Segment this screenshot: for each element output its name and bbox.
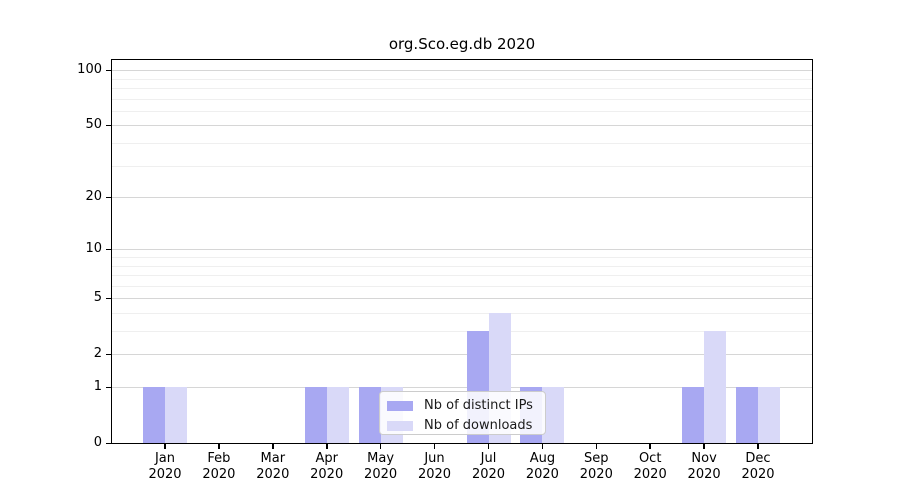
bar-aug-downloads xyxy=(542,387,565,443)
plot-area xyxy=(111,59,813,444)
x-tick-label-aug: Aug 2020 xyxy=(525,451,559,482)
gridline-minor-60 xyxy=(112,110,812,112)
y-tick-label-20: 20 xyxy=(85,189,102,204)
gridline-minor-30 xyxy=(112,165,812,167)
bar-may-distinct-ips xyxy=(358,387,381,443)
y-tick-label-50: 50 xyxy=(85,117,102,133)
gridline-major-50 xyxy=(112,125,812,127)
bar-apr-downloads xyxy=(326,387,349,443)
gridline-major-1 xyxy=(112,387,812,388)
y-tick-mark-0 xyxy=(106,442,112,444)
y-tick-mark-10 xyxy=(106,248,112,251)
x-tick-mark-dec xyxy=(757,443,759,449)
gridline-minor-90 xyxy=(112,78,812,80)
x-tick-mark-aug xyxy=(541,443,544,449)
legend: Nb of distinct IPs Nb of downloads xyxy=(379,391,546,435)
bar-apr-distinct-ips xyxy=(304,387,327,443)
x-tick-label-mar: Mar 2020 xyxy=(256,451,290,482)
x-tick-label-may: May 2020 xyxy=(364,451,398,482)
gridline-minor-80 xyxy=(112,88,812,89)
bar-nov-downloads xyxy=(704,331,727,443)
x-tick-label-jun: Jun 2020 xyxy=(417,451,452,482)
gridline-major-10 xyxy=(112,249,812,251)
bar-jan-downloads xyxy=(165,387,187,443)
y-tick-label-1: 1 xyxy=(93,379,102,394)
gridline-minor-6 xyxy=(112,285,812,287)
gridline-minor-70 xyxy=(112,98,812,100)
x-tick-label-jul: Jul 2020 xyxy=(471,451,506,482)
x-tick-label-dec: Dec 2020 xyxy=(741,451,775,482)
x-tick-label-nov: Nov 2020 xyxy=(687,451,721,482)
bar-nov-distinct-ips xyxy=(682,387,705,443)
x-tick-label-sep: Sep 2020 xyxy=(579,451,613,482)
legend-swatch-downloads xyxy=(387,420,413,431)
y-tick-mark-5 xyxy=(106,297,112,300)
y-tick-mark-50 xyxy=(106,124,112,127)
x-tick-mark-jul xyxy=(487,443,490,449)
x-tick-label-oct: Oct 2020 xyxy=(633,451,667,482)
gridline-major-2 xyxy=(112,354,812,356)
y-tick-label-5: 5 xyxy=(93,290,102,306)
legend-label-distinct-ips: Nb of distinct IPs xyxy=(424,398,533,413)
x-tick-mark-may xyxy=(379,443,382,449)
gridline-minor-9 xyxy=(112,257,812,258)
gridline-minor-7 xyxy=(112,275,812,276)
y-tick-label-2: 2 xyxy=(93,346,102,362)
chart-title: org.Sco.eg.db 2020 xyxy=(388,35,536,53)
gridline-major-100 xyxy=(112,70,812,72)
x-tick-label-apr: Apr 2020 xyxy=(310,451,344,482)
y-tick-label-0: 0 xyxy=(93,435,102,450)
y-tick-mark-100 xyxy=(106,69,112,72)
gridline-major-20 xyxy=(112,197,812,198)
gridline-minor-8 xyxy=(112,265,812,267)
y-tick-label-100: 100 xyxy=(77,62,102,78)
x-tick-mark-feb xyxy=(218,443,220,449)
bar-dec-distinct-ips xyxy=(736,387,758,443)
x-tick-mark-sep xyxy=(595,443,597,449)
bar-jan-distinct-ips xyxy=(143,387,165,443)
x-tick-mark-nov xyxy=(703,443,705,449)
x-tick-mark-mar xyxy=(272,443,274,449)
legend-label-downloads: Nb of downloads xyxy=(424,418,533,433)
x-tick-mark-jan xyxy=(164,443,166,449)
y-tick-mark-20 xyxy=(106,196,112,198)
y-tick-mark-1 xyxy=(106,386,112,388)
legend-item-distinct-ips: Nb of distinct IPs xyxy=(387,397,545,414)
x-tick-mark-jun xyxy=(433,443,436,449)
x-tick-mark-apr xyxy=(326,443,328,449)
x-tick-label-feb: Feb 2020 xyxy=(202,451,236,482)
y-tick-mark-2 xyxy=(106,353,112,356)
bar-dec-downloads xyxy=(758,387,780,443)
x-tick-mark-oct xyxy=(649,443,651,449)
gridline-major-5 xyxy=(112,298,812,300)
gridline-minor-40 xyxy=(112,143,812,144)
gridline-minor-4 xyxy=(112,313,812,314)
y-tick-label-10: 10 xyxy=(85,241,102,257)
legend-swatch-distinct-ips xyxy=(387,400,413,411)
legend-item-downloads: Nb of downloads xyxy=(387,417,545,434)
gridline-minor-3 xyxy=(112,331,812,332)
x-tick-label-jan: Jan 2020 xyxy=(148,451,182,482)
